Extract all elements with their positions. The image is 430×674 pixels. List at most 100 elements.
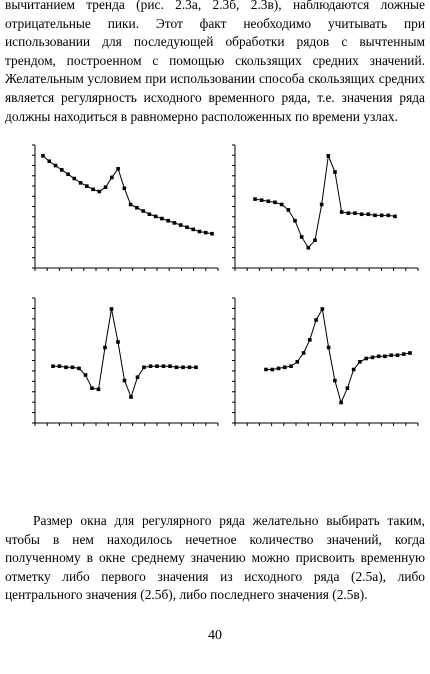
data-point	[358, 360, 362, 364]
data-point	[370, 355, 375, 360]
data-point	[72, 176, 77, 181]
data-point	[187, 365, 192, 370]
data-point	[333, 170, 337, 174]
data-point	[181, 365, 185, 370]
data-point	[57, 364, 62, 368]
data-point	[319, 202, 324, 207]
data-point	[174, 365, 179, 370]
page-number: 40	[208, 628, 222, 643]
data-point	[259, 198, 264, 202]
data-point	[161, 364, 166, 368]
data-point	[266, 199, 271, 204]
paragraph: Размер окна для регулярного ряда желател…	[5, 513, 425, 603]
data-point	[301, 351, 306, 355]
data-point	[70, 365, 75, 370]
data-point	[91, 187, 95, 192]
data-point	[77, 366, 81, 371]
data-point	[129, 395, 133, 399]
data-point	[203, 230, 208, 235]
data-point	[395, 353, 400, 357]
data-point	[359, 212, 364, 217]
data-point	[53, 163, 58, 168]
data-point	[116, 340, 120, 344]
data-point	[153, 214, 158, 219]
data-point	[373, 213, 377, 218]
data-point	[293, 218, 297, 223]
data-point	[41, 154, 45, 158]
data-point	[197, 229, 202, 234]
data-point	[135, 205, 139, 210]
data-point	[320, 307, 325, 311]
data-point	[103, 345, 107, 350]
data-point	[64, 365, 68, 370]
data-point	[386, 213, 391, 218]
series-line	[53, 308, 196, 399]
data-point	[85, 184, 89, 188]
data-point	[142, 365, 146, 370]
figure	[32, 144, 419, 426]
data-point	[346, 211, 351, 215]
data-point	[59, 168, 64, 172]
data-point	[270, 367, 275, 372]
data-point	[51, 364, 55, 368]
data-point	[299, 235, 304, 239]
data-point	[185, 225, 189, 230]
data-point	[376, 354, 381, 359]
data-point	[210, 231, 214, 236]
data-point	[276, 366, 281, 371]
data-point	[286, 208, 291, 212]
data-point	[160, 216, 164, 221]
data-point	[194, 365, 198, 370]
data-point	[166, 218, 170, 223]
data-point	[339, 210, 344, 214]
data-point	[97, 189, 102, 194]
data-point	[295, 360, 300, 364]
data-point	[155, 364, 159, 368]
data-point	[383, 354, 387, 359]
data-point	[326, 345, 331, 350]
data-point	[366, 212, 371, 217]
data-point	[273, 200, 277, 205]
series-line	[254, 153, 396, 249]
data-point	[393, 214, 397, 219]
data-point	[264, 367, 268, 372]
data-point	[122, 378, 127, 383]
data-point	[172, 221, 177, 225]
data-point	[364, 356, 368, 361]
data-point	[47, 159, 52, 164]
data-point	[279, 202, 284, 207]
data-point	[401, 352, 406, 356]
data-point	[147, 212, 152, 217]
data-point	[353, 211, 357, 215]
data-point	[141, 209, 145, 213]
data-point	[116, 167, 120, 171]
data-point	[103, 185, 108, 189]
data-point	[78, 181, 83, 185]
data-point	[128, 202, 133, 207]
data-point	[379, 213, 384, 218]
series-line	[42, 155, 213, 235]
data-point	[178, 223, 183, 227]
data-point	[66, 172, 70, 177]
data-point	[96, 387, 101, 392]
data-point	[122, 186, 127, 191]
data-point	[110, 175, 114, 180]
data-point	[83, 373, 88, 377]
data-point	[351, 367, 356, 372]
data-point	[135, 375, 140, 379]
data-point	[289, 364, 293, 368]
paragraph: вычитанием тренда (рис. 2.3а, 2.3б, 2.3в…	[5, 0, 425, 124]
data-point	[168, 364, 172, 368]
series-line	[266, 307, 411, 404]
data-point	[408, 351, 412, 355]
data-point	[148, 364, 153, 368]
data-point	[308, 338, 312, 342]
data-point	[333, 378, 337, 383]
data-point	[326, 154, 331, 158]
data-point	[345, 386, 350, 390]
data-point	[109, 307, 114, 311]
data-point	[191, 227, 196, 232]
data-point	[339, 400, 343, 405]
data-point	[306, 245, 311, 250]
